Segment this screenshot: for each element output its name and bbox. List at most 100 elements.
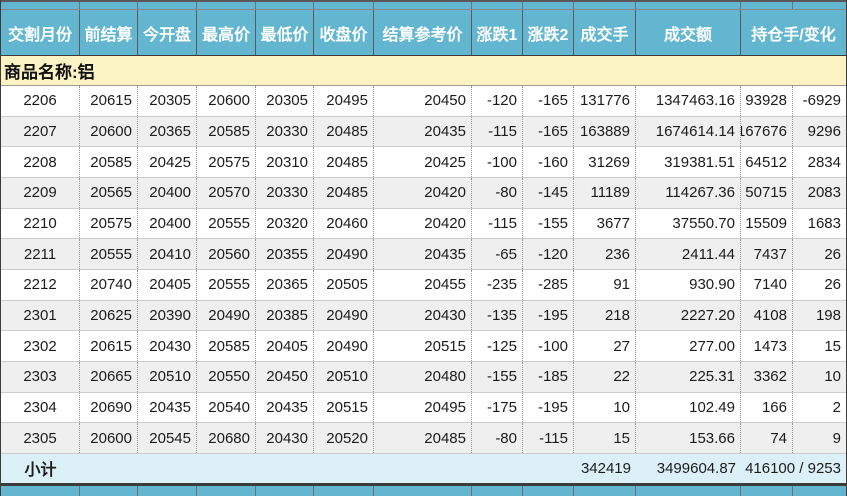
table-row: 2212 20740 20405 20555 20365 20505 20455… [1,269,846,301]
cell-high: 20490 [197,300,256,331]
cell-open-interest: 7140 [741,269,793,300]
cell-prev-settlement: 20555 [80,239,138,269]
cell-change2: -160 [523,147,574,177]
header-close: 收盘价 [314,10,374,55]
cell-open: 20400 [138,177,197,208]
cell-change2: -115 [523,423,574,453]
cell-turnover: 37550.70 [636,208,741,239]
cell-settlement-ref: 20420 [374,208,472,239]
cell-open-interest: 64512 [741,147,793,177]
cut-off-row-cell [374,2,472,9]
cell-change2: -100 [523,331,574,361]
cell-prev-settlement: 20625 [80,300,138,331]
cell-turnover: 2411.44 [636,239,741,269]
cell-settlement-ref: 20450 [374,86,472,116]
cell-high: 20560 [197,239,256,269]
cell-open-interest-change: 15 [824,337,841,355]
cell-open: 20365 [138,116,197,147]
cell-open: 20400 [138,208,197,239]
cell-settlement-ref: 20435 [374,116,472,147]
cut-off-row-cell [574,485,636,496]
table-row: 2301 20625 20390 20490 20385 20490 20430… [1,300,846,332]
cell-open-interest: 93928 [741,86,793,116]
cell-low: 20330 [256,116,314,147]
cut-off-row-cell [793,2,846,9]
cell-volume: 27 [574,331,636,361]
subtotal-open-interest: 416100 / 9253 [745,459,841,477]
table-row: 2302 20615 20430 20585 20405 20490 20515… [1,331,846,362]
cell-volume: 11189 [574,177,636,208]
cut-off-row-cell [314,2,374,9]
cut-off-row-cell [523,2,574,9]
cell-open-interest-change: 26 [824,245,841,263]
cell-high: 20585 [197,116,256,147]
cell-settlement-ref: 20485 [374,423,472,453]
cell-open: 20425 [138,147,197,177]
cell-close: 20460 [314,208,374,239]
cell-settlement-ref: 20420 [374,177,472,208]
cell-low: 20365 [256,269,314,300]
cell-open-interest-change: 9 [832,429,841,447]
cell-turnover: 277.00 [636,331,741,361]
cell-low: 20450 [256,361,314,392]
table-row: 2207 20600 20365 20585 20330 20485 20435… [1,116,846,148]
cell-turnover: 102.49 [636,392,741,423]
cell-open-interest: 7437 [741,239,793,269]
cell-settlement-ref: 20430 [374,300,472,331]
cut-off-row-cell [793,486,846,496]
subtotal-spacer [80,454,574,483]
cell-change1: -80 [472,423,523,453]
cell-delivery-month: 2207 [1,116,80,147]
product-name-row: 商品名称:铝 [1,56,846,86]
subtotal-volume: 342419 [580,459,631,477]
cell-prev-settlement: 20615 [80,331,138,361]
header-low: 最低价 [256,10,314,55]
cell-open-interest-change: 198 [815,306,841,324]
cell-turnover: 2227.20 [636,300,741,331]
cut-off-row-cell [374,485,472,496]
cell-open: 20405 [138,269,197,300]
header-delivery-month: 交割月份 [1,10,80,55]
cell-change1: -125 [472,331,523,361]
cell-turnover: 1347463.16 [636,86,741,116]
cell-open-interest: 4108 [741,300,793,331]
cell-high: 20680 [197,423,256,453]
header-change2: 涨跌2 [523,10,574,55]
table-row: 2304 20690 20435 20540 20435 20515 20495… [1,392,846,424]
cut-off-row-cell [80,2,138,9]
cell-volume: 31269 [574,147,636,177]
cell-low: 20330 [256,177,314,208]
cell-open-interest-change: 2834 [807,153,841,171]
cut-off-row-cell [574,2,636,9]
cut-off-row-cell [80,485,138,496]
cell-low: 20310 [256,147,314,177]
cell-open: 20545 [138,423,197,453]
cell-prev-settlement: 20600 [80,116,138,147]
cut-off-row-cell [138,2,197,9]
cell-delivery-month: 2303 [1,361,80,392]
cell-settlement-ref: 20435 [374,239,472,269]
cell-prev-settlement: 20615 [80,86,138,116]
cell-close: 20490 [314,300,374,331]
cell-change1: -175 [472,392,523,423]
cell-delivery-month: 2210 [1,208,80,239]
cell-settlement-ref: 20480 [374,361,472,392]
cell-open-interest-change: 2083 [807,184,841,202]
table-row: 2211 20555 20410 20560 20355 20490 20435… [1,239,846,270]
cell-open: 20430 [138,331,197,361]
cell-delivery-month: 2305 [1,423,80,453]
cell-volume: 163889 [574,116,636,147]
product-name-label: 商品名称:铝 [4,63,95,82]
cell-open-interest: 74 [741,423,793,453]
cell-change2: -195 [523,392,574,423]
cut-off-row-cell [138,485,197,496]
cell-low: 20435 [256,392,314,423]
cell-prev-settlement: 20740 [80,269,138,300]
cell-delivery-month: 2301 [1,300,80,331]
cell-close: 20495 [314,86,374,116]
cell-volume: 10 [574,392,636,423]
cell-settlement-ref: 20455 [374,269,472,300]
cut-off-row-cell [197,2,256,9]
cell-high: 20600 [197,86,256,116]
